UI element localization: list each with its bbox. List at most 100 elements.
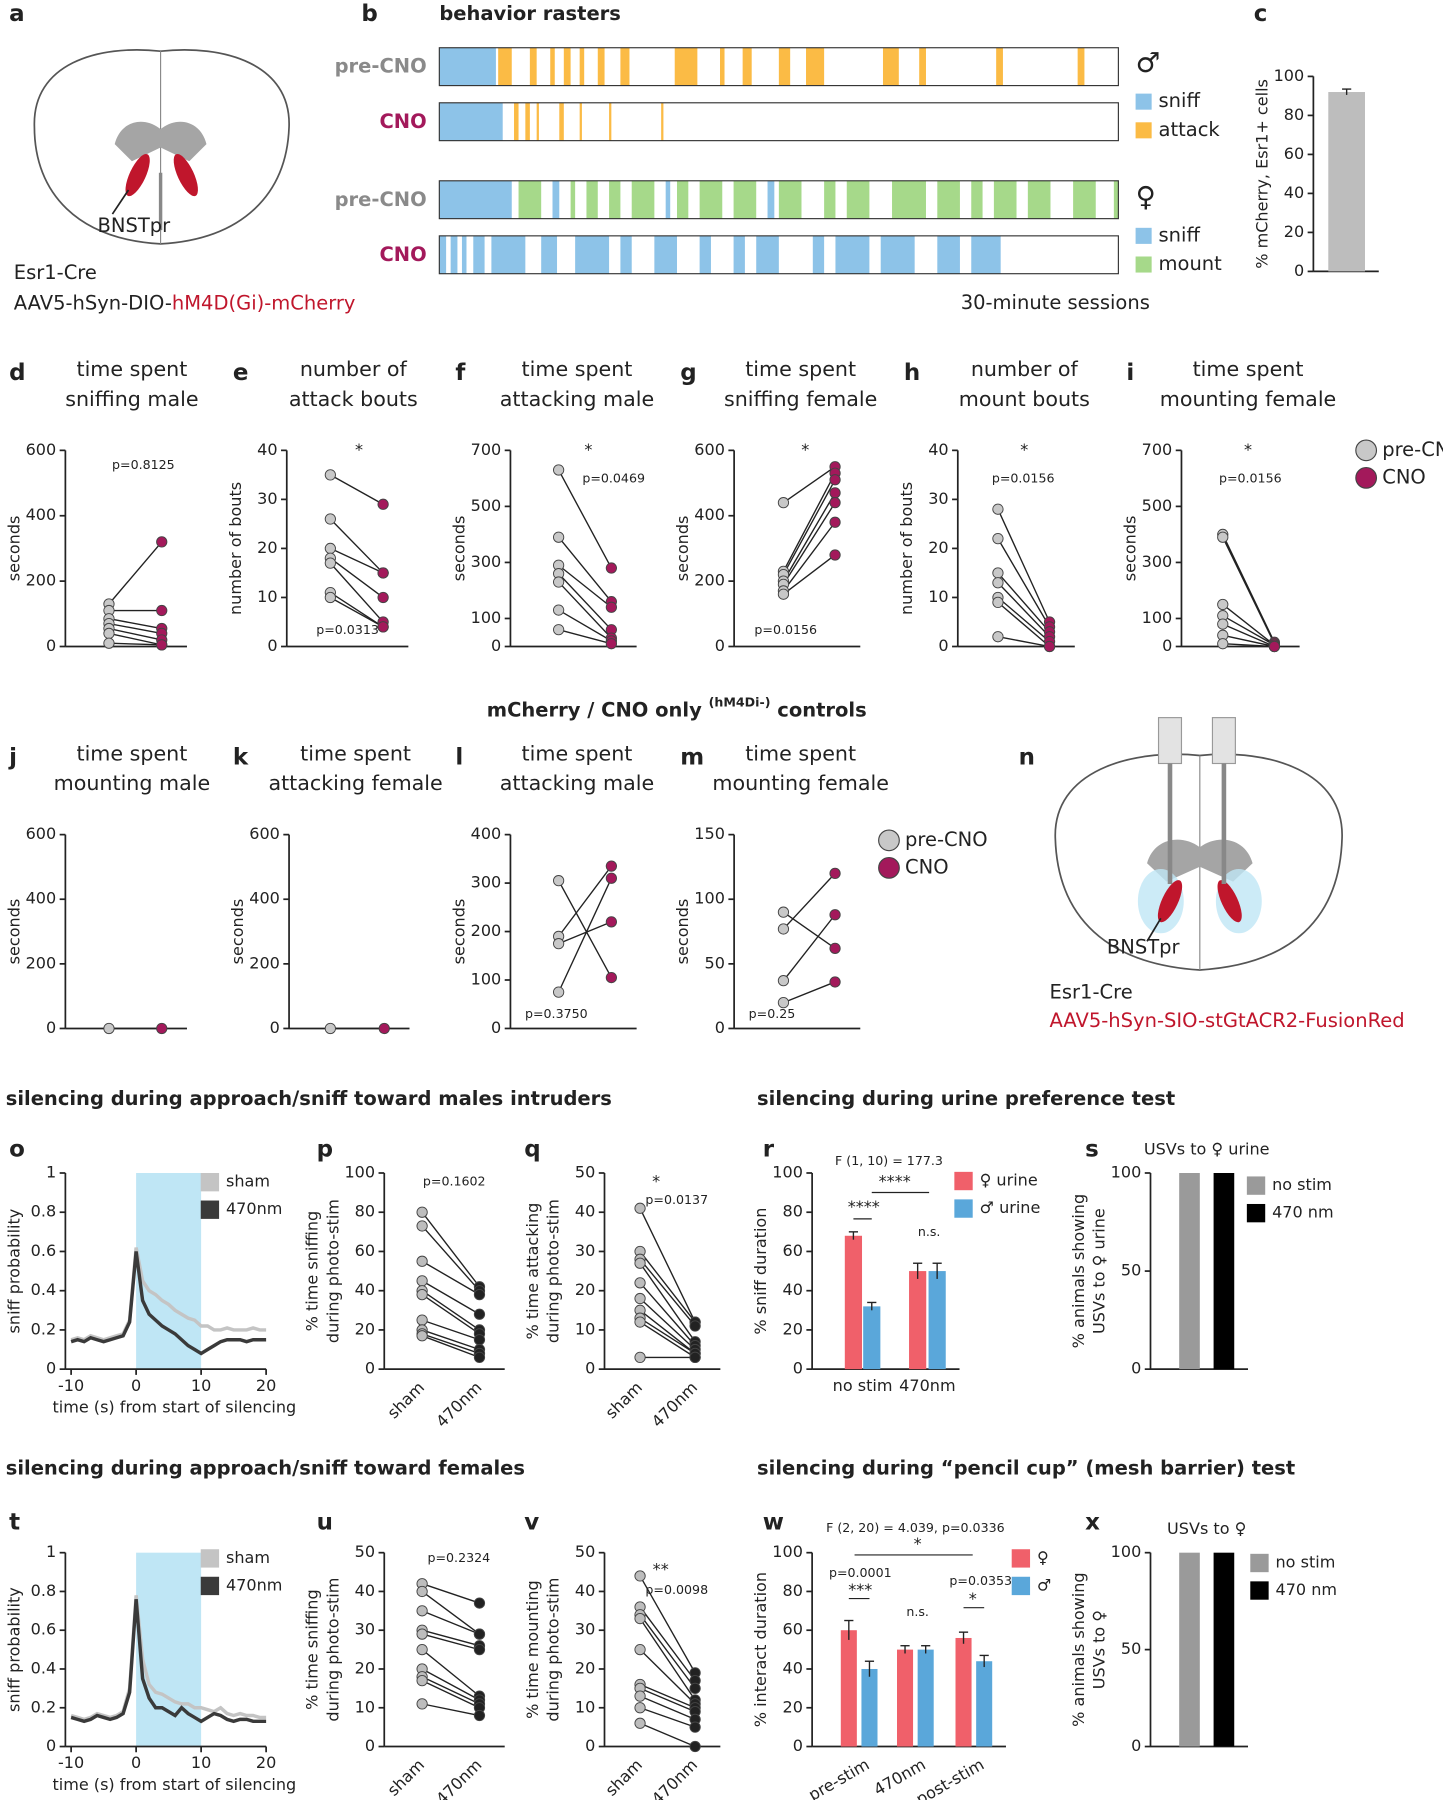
x-tick-label: no stim	[833, 1376, 893, 1395]
data-point	[103, 627, 115, 640]
line-label: Esr1-Cre	[1050, 980, 1133, 1003]
data-point	[378, 1022, 390, 1035]
chart-title: number of	[300, 357, 408, 381]
x-tick-label: 470nm	[648, 1755, 701, 1800]
panel-letter: t	[9, 1509, 20, 1535]
y-tick-label: 600	[26, 440, 57, 459]
pair-line	[108, 627, 162, 641]
annotation: n.s.	[918, 1224, 941, 1239]
data-point	[829, 474, 841, 486]
y-tick-label: 0	[793, 1359, 803, 1378]
legend-label: mount	[1159, 252, 1223, 275]
pair-line	[997, 538, 1051, 628]
row-label: CNO	[379, 243, 426, 266]
annotation: p=0.0156	[754, 622, 817, 637]
data-point	[1268, 640, 1281, 653]
chart-title: mounting female	[1160, 387, 1337, 411]
legend-label: no stim	[1276, 1553, 1336, 1572]
y-axis-label: seconds	[673, 899, 692, 965]
pair-line	[421, 1590, 480, 1635]
data-point	[324, 542, 336, 555]
data-point	[605, 860, 618, 872]
pair-line	[421, 1610, 480, 1635]
raster-event	[733, 180, 757, 219]
data-point	[1217, 531, 1229, 543]
pair-line	[330, 547, 384, 574]
y-tick-label: 0	[365, 1736, 375, 1755]
y-tick-label: 80	[783, 1202, 803, 1221]
y-tick-label: 10	[355, 1697, 375, 1716]
pair-line	[421, 1583, 480, 1604]
pair-line	[782, 914, 836, 982]
data-point	[829, 976, 841, 988]
panel-letter: b	[361, 1, 377, 27]
pair-line	[558, 880, 612, 978]
y-axis-label: USVs to ♀	[1090, 1610, 1109, 1689]
virus-text: AAV5-hSyn-DIO-	[14, 291, 172, 314]
y-tick-label: 40	[575, 1202, 595, 1221]
y-tick-label: 0.8	[31, 1581, 57, 1600]
raster-event	[654, 235, 677, 274]
pair-line	[558, 609, 612, 642]
raster-event	[541, 235, 558, 274]
x-tick-label: sham	[384, 1755, 429, 1800]
pair-line	[330, 474, 384, 505]
panel-letter: v	[524, 1509, 539, 1535]
panel-letter: f	[455, 360, 466, 386]
raster-event	[971, 180, 983, 219]
chart-title: attacking male	[500, 771, 654, 795]
data-point	[777, 497, 790, 509]
data-point	[416, 1330, 428, 1342]
pair-line	[782, 502, 836, 585]
pair-line	[421, 1211, 481, 1288]
y-tick-label: 150	[694, 824, 725, 843]
annotation: p=0.0098	[645, 1582, 708, 1597]
y-tick-label: 400	[471, 824, 502, 843]
y-axis-label: % time sniffing	[303, 1211, 322, 1332]
y-tick-label: 400	[694, 505, 725, 524]
y-tick-label: 0	[491, 636, 501, 655]
annotation: p=0.0156	[992, 471, 1055, 486]
raster-event	[665, 180, 671, 219]
y-tick-label: 40	[783, 1280, 803, 1299]
panel-letter: a	[9, 1, 24, 27]
raster-event	[778, 47, 791, 86]
y-axis-label: % animals showing	[1069, 1194, 1088, 1348]
raster-event	[1027, 180, 1051, 219]
raster-event	[778, 180, 802, 219]
y-axis-label: seconds	[4, 899, 23, 965]
data-point	[689, 1721, 701, 1733]
legend-label: pre-CNO	[905, 828, 988, 851]
pair-line	[783, 554, 836, 595]
data-point	[777, 923, 790, 935]
pair-line	[558, 581, 612, 639]
legend-label: CNO	[1382, 465, 1426, 488]
pair-line	[783, 911, 836, 949]
raster-frame	[438, 47, 1119, 87]
data-point	[377, 591, 389, 604]
raster-event	[450, 235, 458, 274]
y-tick-label: 0	[267, 636, 277, 655]
raster-event	[919, 47, 926, 86]
raster-event	[846, 180, 870, 219]
data-point	[377, 567, 389, 579]
y-tick-label: 600	[694, 440, 725, 459]
legend-swatch	[1250, 1553, 1269, 1573]
x-tick-label: -10	[58, 1376, 84, 1395]
pair-line	[558, 629, 612, 645]
annotation: ****	[848, 1197, 880, 1216]
pair-line	[421, 1294, 480, 1335]
y-tick-label: 100	[1142, 608, 1173, 627]
data-point	[829, 909, 841, 921]
legend-label: pre-CNO	[1382, 438, 1443, 461]
bar	[844, 1235, 863, 1370]
data-point	[634, 1292, 646, 1305]
data-point	[103, 637, 115, 649]
y-axis-label: % interact duration	[751, 1572, 770, 1727]
section-title: silencing during “pencil cup” (mesh barr…	[757, 1456, 1295, 1479]
data-point	[473, 1351, 486, 1363]
legend-swatch	[954, 1171, 973, 1191]
data-point	[634, 1351, 646, 1363]
y-tick-label: 500	[1142, 496, 1173, 515]
annotation: **	[653, 1559, 669, 1578]
